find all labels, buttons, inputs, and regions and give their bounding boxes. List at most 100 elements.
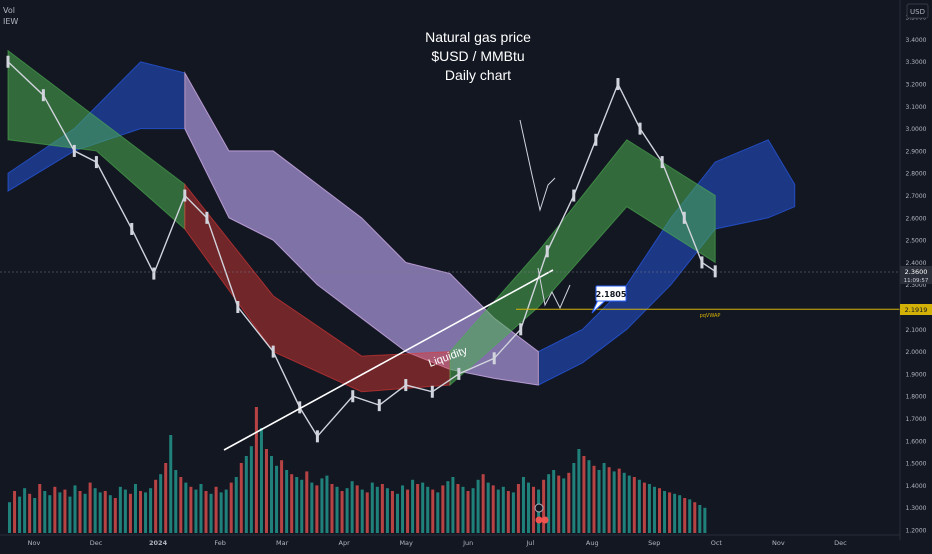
volume-bar [189, 486, 193, 533]
price-candle [545, 245, 549, 258]
volume-bar [280, 460, 284, 533]
volume-bar [164, 463, 168, 533]
volume-bar [179, 477, 183, 533]
volume-bar [295, 477, 299, 533]
volume-bar [451, 477, 455, 533]
volume-bar [98, 492, 102, 533]
volume-bar [254, 407, 258, 533]
price-tick-label: 2.3000 [906, 282, 927, 289]
earnings-icon[interactable] [535, 516, 543, 524]
time-axis: Nov Dec 2024 Feb Mar Apr May Jun Jul Aug Sep Oct Nov… [28, 539, 847, 547]
projection-path [519, 119, 556, 212]
volume-bar [315, 485, 319, 533]
volume-bar [511, 492, 515, 533]
volume-bar [335, 486, 339, 533]
ribbon-layer [7, 49, 716, 393]
price-candle [130, 222, 134, 235]
time-tick-label: Sep [648, 539, 660, 547]
volume-bar [325, 475, 329, 533]
cloud-layer [7, 61, 796, 386]
price-candle [594, 133, 598, 146]
price-tick-label: 2.0000 [906, 349, 927, 356]
volume-bar [577, 449, 581, 533]
currency-button[interactable]: USD [906, 3, 929, 19]
price-tick-label: 1.5000 [906, 461, 927, 468]
volume-bar [446, 481, 450, 533]
volume-bar [532, 486, 536, 533]
chart-title-line: Daily chart [445, 67, 511, 83]
volume-bar [642, 482, 646, 533]
time-tick-label: Aug [586, 539, 599, 547]
volume-bar [521, 477, 525, 533]
volume-bar [139, 491, 143, 533]
volume-bar [426, 486, 430, 533]
volume-bar [395, 493, 399, 533]
volume-bar [476, 479, 480, 533]
volume-bar [607, 467, 611, 533]
volume-bar [673, 493, 677, 533]
volume-bar [249, 446, 253, 533]
symbol-label: IEW [3, 17, 18, 26]
volume-bar [8, 502, 11, 533]
price-tick-label: 2.9000 [906, 148, 927, 155]
volume-bar [668, 492, 672, 533]
price-candle [616, 78, 620, 91]
volume-bar [239, 463, 243, 533]
volume-bar [209, 493, 213, 533]
volume-bar [68, 496, 72, 533]
time-tick-label: Feb [214, 539, 226, 547]
volume-bar [128, 493, 132, 533]
time-tick-label: May [399, 539, 413, 547]
volume-bar [103, 491, 107, 533]
volume-bar [411, 479, 415, 533]
price-tick-label: 3.4000 [906, 37, 927, 44]
volume-bar [567, 472, 571, 533]
volume-bar [290, 474, 294, 533]
volume-bar [33, 498, 37, 533]
price-candle [298, 401, 302, 414]
price-tick-label: 3.3000 [906, 59, 927, 66]
volume-bar [688, 499, 692, 533]
volume-bar [264, 449, 268, 533]
volume-bar [572, 463, 576, 533]
price-candle [682, 211, 686, 224]
time-tick-label: 2024 [149, 539, 168, 547]
dividend-icon[interactable] [534, 503, 544, 513]
volume-bar [73, 485, 77, 533]
volume-bar [416, 484, 420, 533]
split-icon[interactable] [541, 516, 549, 524]
volume-bar [466, 491, 470, 533]
price-candle [351, 390, 355, 403]
volume-bar [632, 477, 636, 533]
time-tick-label: Dec [834, 539, 847, 547]
volume-bar [617, 468, 621, 533]
volume-bar [622, 472, 626, 533]
volume-bar [360, 489, 364, 533]
volume-bar [275, 465, 279, 533]
price-candle [377, 399, 381, 412]
volume-bar [23, 488, 27, 533]
volume-bar [199, 484, 203, 533]
volume-layer [8, 407, 707, 533]
volume-bar [582, 456, 586, 533]
price-candle [94, 156, 98, 169]
volume-bar [557, 475, 561, 533]
volume-bar [602, 463, 606, 533]
volume-bar [547, 474, 551, 533]
volume-bar [612, 471, 616, 533]
volume-bar [592, 465, 596, 533]
price-candle [6, 55, 10, 68]
level-tag: pqVWAP [700, 313, 721, 319]
volume-bar [506, 491, 510, 533]
volume-bar [270, 456, 274, 533]
volume-bar [486, 482, 490, 533]
volume-bar [310, 482, 314, 533]
volume-bar [421, 482, 425, 533]
price-tick-label: 1.6000 [906, 438, 927, 445]
volume-bar [693, 502, 697, 533]
volume-bar [234, 477, 238, 533]
volume-bar [436, 492, 440, 533]
volume-bar [627, 475, 631, 533]
